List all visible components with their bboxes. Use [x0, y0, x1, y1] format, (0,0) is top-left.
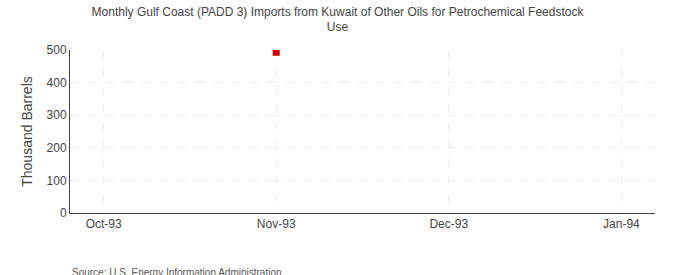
svg-text:200: 200	[47, 141, 67, 155]
svg-text:Nov-93: Nov-93	[257, 217, 296, 231]
svg-text:Jan-94: Jan-94	[603, 217, 640, 231]
svg-text:Thousand Barrels: Thousand Barrels	[19, 76, 35, 187]
svg-text:400: 400	[47, 76, 67, 90]
svg-text:100: 100	[47, 174, 67, 188]
svg-text:500: 500	[47, 43, 67, 57]
svg-text:Monthly Gulf Coast (PADD 3) Im: Monthly Gulf Coast (PADD 3) Imports from…	[92, 5, 585, 35]
svg-text:Source: U.S. Energy Informatio: Source: U.S. Energy Information Administ…	[72, 267, 282, 275]
svg-text:300: 300	[47, 108, 67, 122]
svg-text:Dec-93: Dec-93	[429, 217, 468, 231]
svg-text:0: 0	[60, 206, 67, 220]
svg-text:Oct-93: Oct-93	[86, 217, 122, 231]
